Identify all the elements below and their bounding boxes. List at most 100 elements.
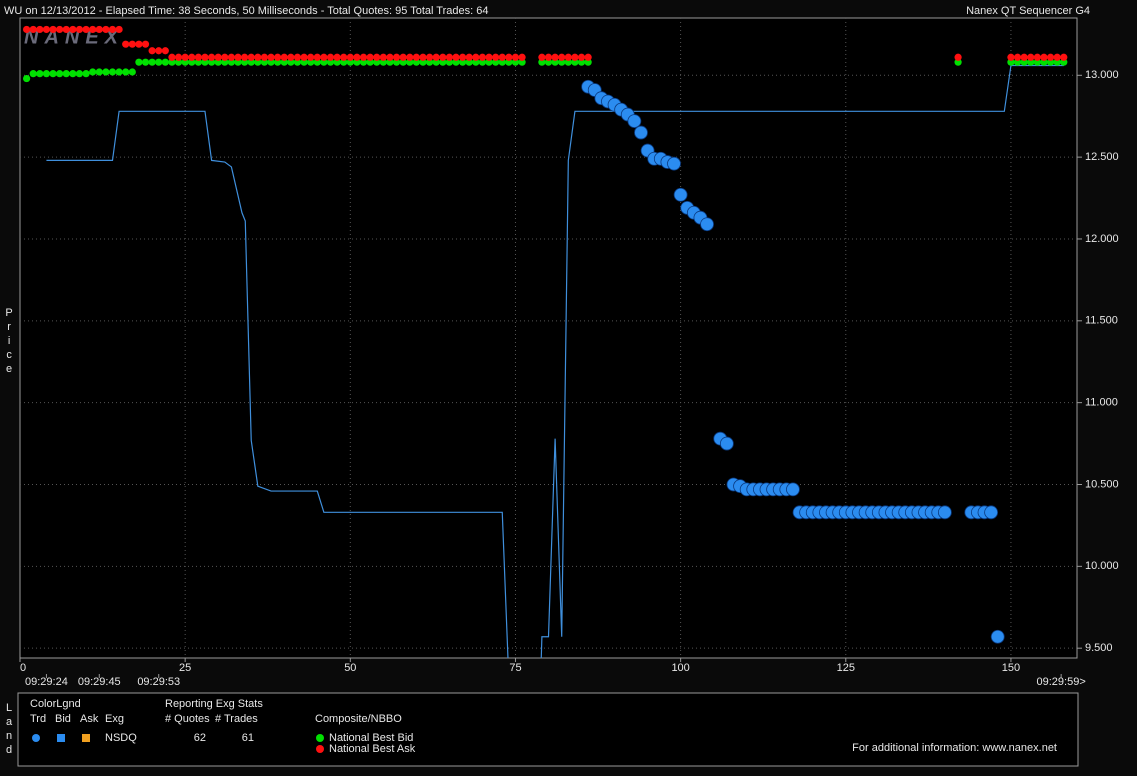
trade-dot [719,436,734,451]
chart-subtitle: Nanex QT Sequencer G4 [966,5,1090,17]
footer: For additional information: www.nanex.ne… [852,742,1057,754]
quote-dot [511,53,520,61]
quote-dot [108,68,117,76]
quote-dot [1033,53,1041,61]
quote-dot [293,53,302,61]
quote-dot [492,53,500,61]
quote-dot [1020,53,1028,61]
legend-side-label: Land [3,702,15,758]
quote-dot [122,68,130,76]
x-tick-label: 125 [837,662,855,674]
time-tick-label: 09:29:24 [25,676,68,688]
quote-dot [465,53,473,61]
trade-dot [700,217,714,232]
quote-dot [1027,53,1035,61]
stats-header: # Trades [215,713,258,725]
quote-dot [115,25,123,34]
time-tick-label: 09:29:45 [78,676,121,688]
quote-dot [42,70,51,78]
stats-title: Reporting Exg Stats [165,698,263,710]
quote-dot [954,53,962,61]
quote-dot [326,53,335,61]
legend-swatch [316,734,324,742]
quote-dot [102,25,110,34]
quote-dot [141,40,150,48]
quote-dot [62,70,70,78]
quote-dot [128,68,136,76]
legend-label: National Best Ask [329,743,416,755]
stats-value: 62 [194,732,206,744]
x-tick-label: 50 [344,662,356,674]
quote-dot [307,53,315,61]
quote-dot [75,70,84,78]
quote-dot [201,53,209,61]
quote-dot [95,25,103,34]
quote-dot [551,53,559,61]
quote-dot [584,53,592,61]
quote-dot [439,53,447,61]
quote-dot [274,53,282,61]
x-tick-label: 0 [20,662,26,674]
quote-dot [386,53,394,61]
quote-dot [241,53,249,61]
ask-icon [82,734,90,742]
quote-dot [459,53,467,61]
quote-dot [128,40,136,48]
quote-dot [95,68,103,76]
time-tick-label: 09:29:53 [137,676,180,688]
quote-dot [485,53,493,61]
quote-dot [498,53,506,61]
quote-dot [168,53,176,61]
quote-dot [1053,53,1061,61]
quote-dot [56,70,64,78]
quote-dot [122,40,130,48]
trade-dot [634,125,648,140]
quote-dot [1060,53,1068,61]
chart-title: WU on 12/13/2012 - Elapsed Time: 38 Seco… [4,5,488,17]
trade-dot [984,505,999,520]
quote-dot [148,58,156,66]
trade-dot [667,156,681,171]
quote-dot [23,74,31,83]
legend-panel [17,692,1079,767]
quote-dot [313,53,321,61]
quote-dot [161,58,169,66]
quote-dot [247,53,255,61]
quote-dot [571,53,579,61]
quote-dot [62,25,70,34]
exchange: NSDQ [105,732,137,744]
x-tick-label: 100 [671,662,689,674]
quote-dot [221,53,229,61]
quote-dot [392,53,401,61]
quote-dot [373,53,381,61]
time-tick-label: 09:29:59> [1037,676,1086,688]
quote-dot [287,53,295,61]
plot-area [19,17,1078,659]
quote-dot [207,53,216,61]
quote-dot [82,25,90,34]
marks [23,25,1068,658]
quote-dot [419,53,427,61]
x-tick-label: 25 [179,662,191,674]
quote-dot [399,53,407,61]
quote-dot [188,53,196,61]
y-axis-label: Price [3,307,15,377]
quote-dot [300,53,308,61]
quote-dot [379,53,387,61]
legend-header: Ask [80,713,99,725]
quote-dot [366,53,374,61]
quote-dot [452,53,460,61]
quote-dot [115,68,123,76]
legend-header: Trd [30,713,46,725]
quote-dot [1046,53,1055,61]
grid [20,18,1077,658]
bid-icon [57,734,65,742]
quote-dot [75,25,84,34]
quote-dot [214,53,222,61]
quote-dot [333,53,341,61]
y-tick-label: 10.500 [1085,478,1119,490]
y-tick-label: 13.000 [1085,69,1119,81]
quote-dot [181,53,189,61]
